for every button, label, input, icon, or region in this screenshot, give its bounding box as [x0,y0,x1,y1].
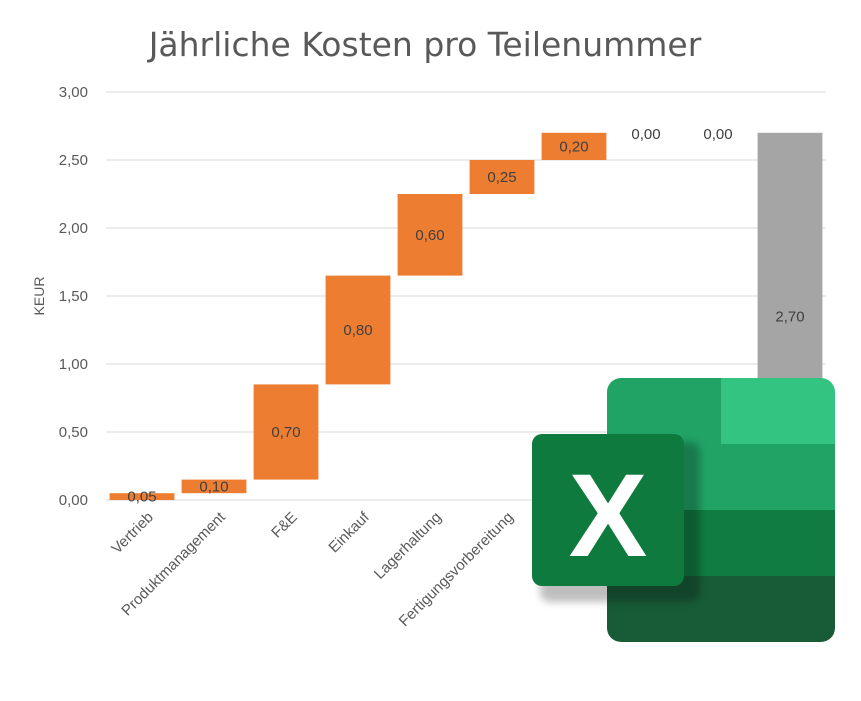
data-label: 0,05 [127,489,156,506]
data-label: 0,10 [199,478,228,495]
y-tick-label: 1,50 [59,288,88,305]
y-tick-label: 0,50 [59,424,88,441]
waterfall-bar [397,194,463,276]
y-axis-label: KEUR [31,277,47,316]
waterfall-bar [181,479,247,494]
x-tick-label: F&E [268,509,301,542]
data-label: 0,00 [631,126,660,143]
waterfall-bar [541,132,607,160]
x-tick-label: Vertrieb [108,509,157,558]
data-label: 2,70 [775,308,804,325]
data-label: 0,70 [271,424,300,441]
y-tick-label: 1,00 [59,356,88,373]
x-tick-label: Einkauf [325,508,373,556]
grid-lines [106,91,826,501]
waterfall-bar [109,493,175,500]
data-label: 0,25 [487,169,516,186]
y-tick-label: 0,00 [59,492,88,509]
data-label: 0,60 [415,227,444,244]
chart-title: Jährliche Kosten pro Teilenummer [147,25,702,64]
waterfall-bar [325,275,391,385]
data-label: 0,00 [703,126,732,143]
x-tick-label: Lagerhaltung [371,509,445,583]
excel-letter: X [569,450,648,582]
y-axis-ticks: 0,00 0,50 1,00 1,50 2,00 2,50 3,00 [59,84,88,509]
data-label: 0,20 [559,138,588,155]
data-label: 0,80 [343,322,372,339]
y-tick-label: 2,50 [59,152,88,169]
y-tick-label: 3,00 [59,84,88,101]
y-tick-label: 2,00 [59,220,88,237]
excel-logo-icon: X [532,378,835,642]
waterfall-bar [253,384,319,480]
waterfall-bar [469,160,535,194]
data-labels: 0,05 0,10 0,70 0,80 0,60 0,25 0,20 0,00 0,00 2,70 [127,126,804,506]
bars [109,132,823,501]
